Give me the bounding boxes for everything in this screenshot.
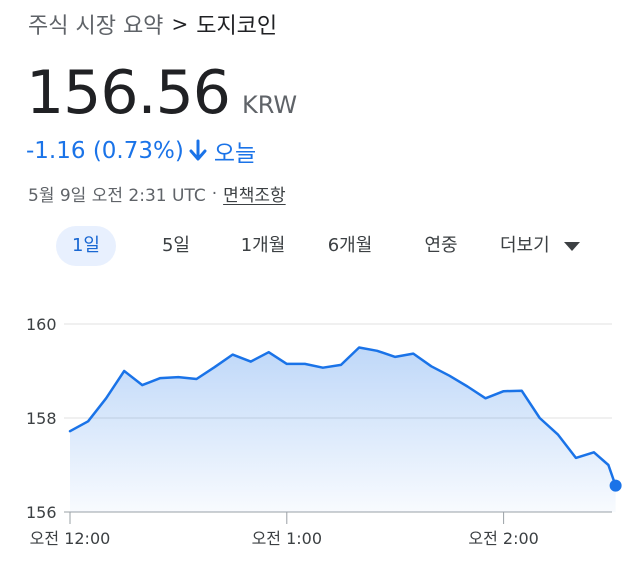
tab-ytd[interactable]: 연중 [414,226,468,266]
tab-6-month[interactable]: 6개월 [318,226,382,266]
caret-down-icon [563,241,580,251]
tab-label: 6개월 [327,235,373,256]
price-area [70,347,616,512]
x-tick-label: 오전 12:00 [30,529,111,548]
currency-label: KRW [241,91,298,119]
breadcrumb: 주식 시장 요약 > 도지코인 [28,8,277,40]
tab-label: 연중 [424,235,458,256]
breadcrumb-root-link[interactable]: 주식 시장 요약 [28,14,164,39]
y-tick-label: 158 [26,409,57,428]
price-change-value: -1.16 (0.73%) [26,138,184,164]
price-row: 156.56 KRW [26,58,297,128]
price-chart: 156 158 160 오전 12:00 오전 1:00 오전 2:00 [26,315,622,548]
range-tabs: 1일 5일 1개월 6개월 연중 더보기 [0,226,640,266]
y-tick-label: 160 [26,315,57,334]
tab-label: 1일 [71,235,100,256]
y-tick-label: 156 [26,503,57,522]
tab-5-day[interactable]: 5일 [150,226,202,266]
tab-1-month[interactable]: 1개월 [232,226,294,266]
breadcrumb-current: 도지코인 [196,14,278,39]
tab-label: 5일 [161,235,190,256]
tab-1-day[interactable]: 1일 [56,226,116,266]
disclaimer-link[interactable]: 면책조항 [223,186,286,206]
change-period-label: 오늘 [213,141,257,167]
separator-dot: · [211,183,218,204]
tab-label: 1개월 [240,235,286,256]
timestamp: 5월 9일 오전 2:31 UTC [28,186,206,206]
price-change-row: -1.16 (0.73%) 오늘 [26,134,256,168]
price-line [68,346,617,487]
current-price-point[interactable] [609,479,622,492]
tab-more[interactable]: 더보기 [500,226,590,266]
timestamp-row: 5월 9일 오전 2:31 UTC · 면책조항 [28,181,286,207]
x-tick-label: 오전 2:00 [468,529,538,548]
tab-label: 더보기 [500,235,550,256]
arrow-down-icon [189,139,207,161]
breadcrumb-separator: > [171,12,189,36]
x-tick-label: 오전 1:00 [252,529,322,548]
current-price: 156.56 [26,58,231,128]
